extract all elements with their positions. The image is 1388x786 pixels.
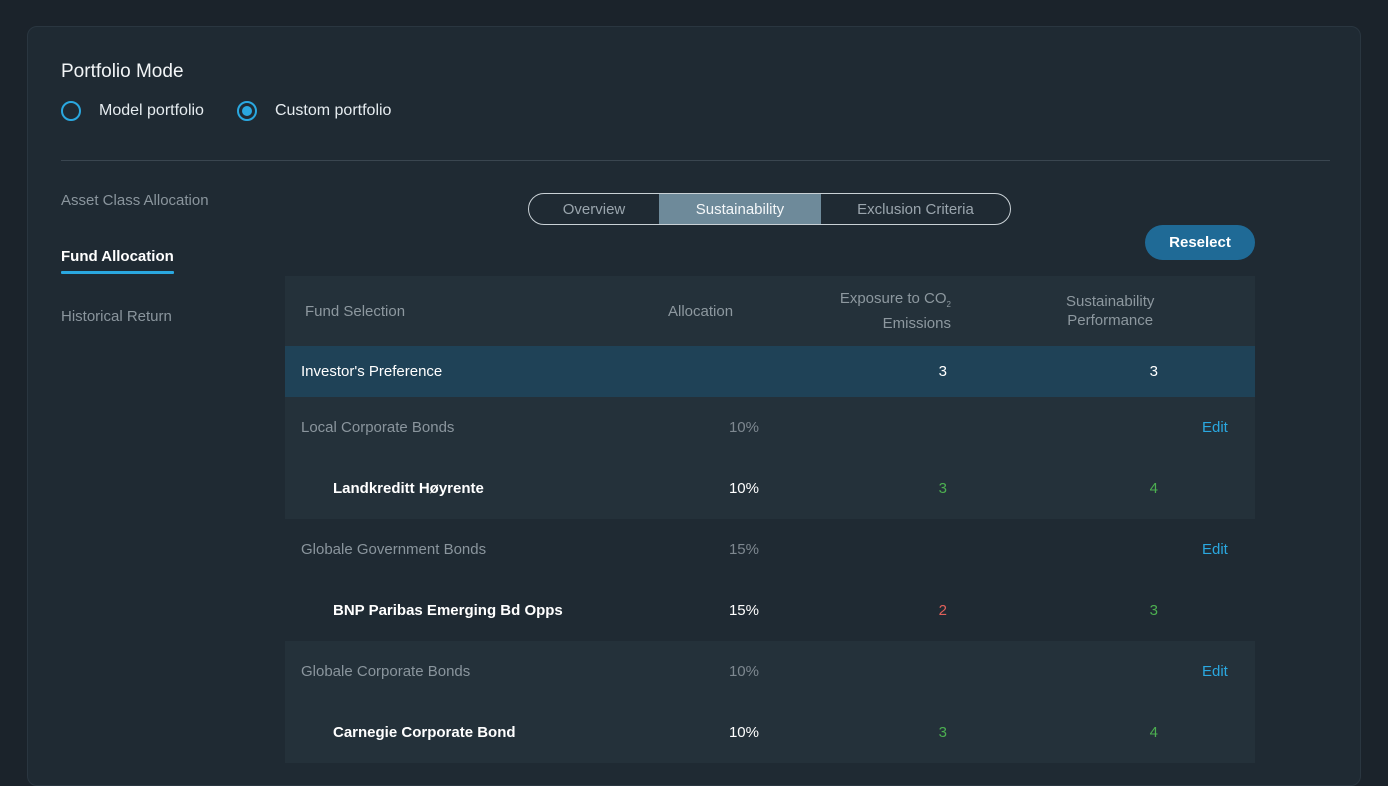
fund-row: Landkreditt Høyrente 10% 3 4 xyxy=(285,458,1255,519)
asset-class-row: Globale Corporate Bonds 10% Edit xyxy=(285,641,1255,702)
portfolio-mode-radio-group: Model portfolio Custom portfolio xyxy=(61,101,424,121)
fund-allocation: 15% xyxy=(728,602,759,619)
fund-name: Carnegie Corporate Bond xyxy=(333,724,516,741)
radio-label: Model portfolio xyxy=(99,102,204,119)
side-nav-asset-class-allocation[interactable]: Asset Class Allocation xyxy=(61,192,209,209)
divider xyxy=(61,160,1330,161)
portfolio-mode-title: Portfolio Mode xyxy=(61,61,184,82)
header-sustainability-performance: Sustainability Performance xyxy=(1066,293,1155,329)
asset-class-name: Globale Corporate Bonds xyxy=(301,663,471,680)
preference-co2: 3 xyxy=(938,363,947,380)
fund-name: Landkreditt Høyrente xyxy=(333,480,484,497)
header-co2-exposure: Exposure to CO2 Emissions xyxy=(839,290,951,332)
fund-sustainability: 4 xyxy=(1149,480,1158,497)
edit-link[interactable]: Edit xyxy=(1202,663,1228,680)
table-header: Fund Selection Allocation Exposure to CO… xyxy=(285,276,1255,346)
side-nav-historical-return[interactable]: Historical Return xyxy=(61,308,172,325)
investor-preference-row: Investor's Preference 3 3 xyxy=(285,346,1255,397)
fund-allocation: 10% xyxy=(728,480,759,497)
fund-name: BNP Paribas Emerging Bd Opps xyxy=(333,602,563,619)
asset-class-allocation: 15% xyxy=(728,541,759,558)
header-allocation: Allocation xyxy=(668,302,734,320)
preference-sustainability: 3 xyxy=(1149,363,1158,380)
fund-row: Carnegie Corporate Bond 10% 3 4 xyxy=(285,702,1255,763)
fund-row: BNP Paribas Emerging Bd Opps 15% 2 3 xyxy=(285,580,1255,641)
side-nav: Asset Class Allocation Fund Allocation H… xyxy=(61,192,209,364)
asset-class-name: Local Corporate Bonds xyxy=(301,419,455,436)
preference-label: Investor's Preference xyxy=(301,363,443,380)
asset-class-row: Local Corporate Bonds 10% Edit xyxy=(285,397,1255,458)
fund-co2: 3 xyxy=(938,724,947,741)
fund-table: Fund Selection Allocation Exposure to CO… xyxy=(285,276,1255,763)
radio-unchecked-icon xyxy=(61,101,81,121)
tab-overview[interactable]: Overview xyxy=(562,200,626,218)
header-fund-selection: Fund Selection xyxy=(305,302,406,320)
fund-co2: 3 xyxy=(938,480,947,497)
edit-link[interactable]: Edit xyxy=(1202,541,1228,558)
asset-class-allocation: 10% xyxy=(728,419,759,436)
asset-class-name: Globale Government Bonds xyxy=(301,541,487,558)
radio-label: Custom portfolio xyxy=(274,102,392,119)
side-nav-fund-allocation[interactable]: Fund Allocation xyxy=(61,248,174,274)
radio-checked-icon xyxy=(236,101,257,121)
asset-class-allocation: 10% xyxy=(728,663,759,680)
radio-model-portfolio[interactable]: Model portfolio xyxy=(61,101,204,121)
tab-exclusion-criteria[interactable]: Exclusion Criteria xyxy=(857,200,974,218)
asset-class-row: Globale Government Bonds 15% Edit xyxy=(285,519,1255,580)
view-tabs: Overview Sustainability Exclusion Criter… xyxy=(528,193,1011,225)
fund-sustainability: 3 xyxy=(1149,602,1158,619)
fund-co2: 2 xyxy=(938,602,947,619)
portfolio-card: Portfolio Mode Model portfolio Custom po… xyxy=(27,26,1361,786)
fund-sustainability: 4 xyxy=(1149,724,1158,741)
edit-link[interactable]: Edit xyxy=(1202,419,1228,436)
radio-custom-portfolio[interactable]: Custom portfolio xyxy=(236,101,392,121)
tab-sustainability[interactable]: Sustainability xyxy=(659,194,821,224)
reselect-button[interactable]: Reselect xyxy=(1145,225,1255,260)
fund-allocation: 10% xyxy=(728,724,759,741)
